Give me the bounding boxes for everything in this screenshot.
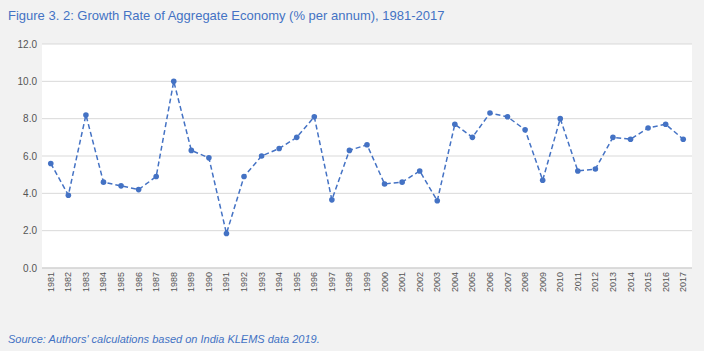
y-tick-label: 6.0 bbox=[23, 151, 37, 162]
marker bbox=[452, 121, 458, 127]
x-tick-label: 1988 bbox=[169, 272, 179, 292]
marker bbox=[645, 125, 651, 131]
grid-line bbox=[42, 268, 692, 269]
y-tick-label: 10.0 bbox=[18, 76, 38, 87]
x-tick-label: 1985 bbox=[116, 272, 126, 292]
x-tick-label: 1998 bbox=[344, 272, 354, 292]
marker bbox=[399, 179, 405, 185]
background bbox=[0, 0, 704, 351]
x-tick-label: 1982 bbox=[63, 272, 73, 292]
y-tick-label: 8.0 bbox=[23, 113, 37, 124]
y-tick-label: 0.0 bbox=[23, 263, 37, 274]
x-tick-label: 1984 bbox=[98, 272, 108, 292]
x-tick-label: 2009 bbox=[538, 272, 548, 292]
x-tick-label: 2013 bbox=[608, 272, 618, 292]
x-tick-label: 2003 bbox=[432, 272, 442, 292]
marker bbox=[610, 135, 616, 141]
x-tick-label: 2001 bbox=[397, 272, 407, 292]
x-tick-label: 2012 bbox=[590, 272, 600, 292]
marker bbox=[241, 174, 247, 180]
marker bbox=[663, 121, 669, 127]
x-tick-label: 2017 bbox=[678, 272, 688, 292]
x-tick-label: 2015 bbox=[643, 272, 653, 292]
x-tick-label: 2016 bbox=[661, 272, 671, 292]
grid-line bbox=[42, 44, 692, 45]
x-tick-label: 2006 bbox=[485, 272, 495, 292]
marker bbox=[118, 183, 124, 189]
marker bbox=[153, 174, 159, 180]
x-tick-label: 1989 bbox=[186, 272, 196, 292]
marker bbox=[505, 114, 511, 120]
marker bbox=[48, 161, 54, 167]
x-tick-label: 1981 bbox=[46, 272, 56, 292]
grid-line bbox=[42, 193, 692, 194]
x-tick-label: 1986 bbox=[134, 272, 144, 292]
marker bbox=[575, 168, 581, 174]
marker bbox=[628, 136, 634, 142]
x-tick-label: 2005 bbox=[467, 272, 477, 292]
source: Source: Authors' calculations based on I… bbox=[8, 333, 320, 345]
grid-line bbox=[42, 118, 692, 119]
marker bbox=[259, 153, 265, 159]
marker bbox=[347, 148, 353, 154]
x-tick-label: 1993 bbox=[257, 272, 267, 292]
chart: Figure 3. 2: Growth Rate of Aggregate Ec… bbox=[0, 0, 704, 351]
marker bbox=[294, 135, 300, 141]
marker bbox=[83, 112, 89, 118]
x-tick-label: 1999 bbox=[362, 272, 372, 292]
grid-line bbox=[42, 81, 692, 82]
marker bbox=[189, 148, 195, 154]
x-tick-label: 1990 bbox=[204, 272, 214, 292]
grid-line bbox=[42, 230, 692, 231]
x-tick-label: 1987 bbox=[151, 272, 161, 292]
marker bbox=[487, 110, 493, 116]
marker bbox=[206, 155, 212, 161]
marker bbox=[680, 136, 686, 142]
marker bbox=[311, 114, 317, 120]
marker bbox=[101, 179, 107, 185]
grid-line bbox=[42, 156, 692, 157]
x-tick-label: 2000 bbox=[380, 272, 390, 292]
x-tick-label: 1983 bbox=[81, 272, 91, 292]
x-tick-label: 2014 bbox=[626, 272, 636, 292]
title: Figure 3. 2: Growth Rate of Aggregate Ec… bbox=[8, 8, 444, 23]
y-tick-label: 12.0 bbox=[18, 39, 38, 50]
x-tick-label: 2011 bbox=[573, 272, 583, 291]
marker bbox=[522, 127, 528, 133]
marker bbox=[540, 177, 546, 183]
marker bbox=[417, 168, 423, 174]
marker bbox=[364, 142, 370, 148]
line bbox=[51, 81, 683, 233]
marker bbox=[66, 192, 72, 198]
plot-area bbox=[42, 44, 692, 268]
marker bbox=[434, 198, 440, 204]
data-group bbox=[48, 79, 686, 237]
x-tick-label: 1995 bbox=[292, 272, 302, 292]
x-tick-label: 2002 bbox=[415, 272, 425, 292]
x-tick-label: 1994 bbox=[274, 272, 284, 292]
x-tick-label: 2004 bbox=[450, 272, 460, 292]
marker bbox=[470, 135, 476, 141]
marker bbox=[276, 146, 282, 152]
marker bbox=[329, 197, 335, 203]
marker bbox=[593, 166, 599, 172]
marker bbox=[171, 79, 177, 85]
x-tick-label: 2010 bbox=[555, 272, 565, 292]
y-tick-label: 4.0 bbox=[23, 188, 37, 199]
x-tick-label: 1997 bbox=[327, 272, 337, 292]
x-axis-line bbox=[42, 268, 692, 269]
marker bbox=[557, 116, 563, 122]
x-tick-label: 2007 bbox=[503, 272, 513, 292]
marker bbox=[136, 187, 142, 193]
x-tick-label: 1992 bbox=[239, 272, 249, 292]
marker bbox=[382, 181, 388, 187]
x-tick-label: 1991 bbox=[221, 272, 231, 292]
y-tick-label: 2.0 bbox=[23, 225, 37, 236]
marker bbox=[224, 231, 230, 237]
x-tick-label: 2008 bbox=[520, 272, 530, 292]
x-tick-label: 1996 bbox=[309, 272, 319, 292]
